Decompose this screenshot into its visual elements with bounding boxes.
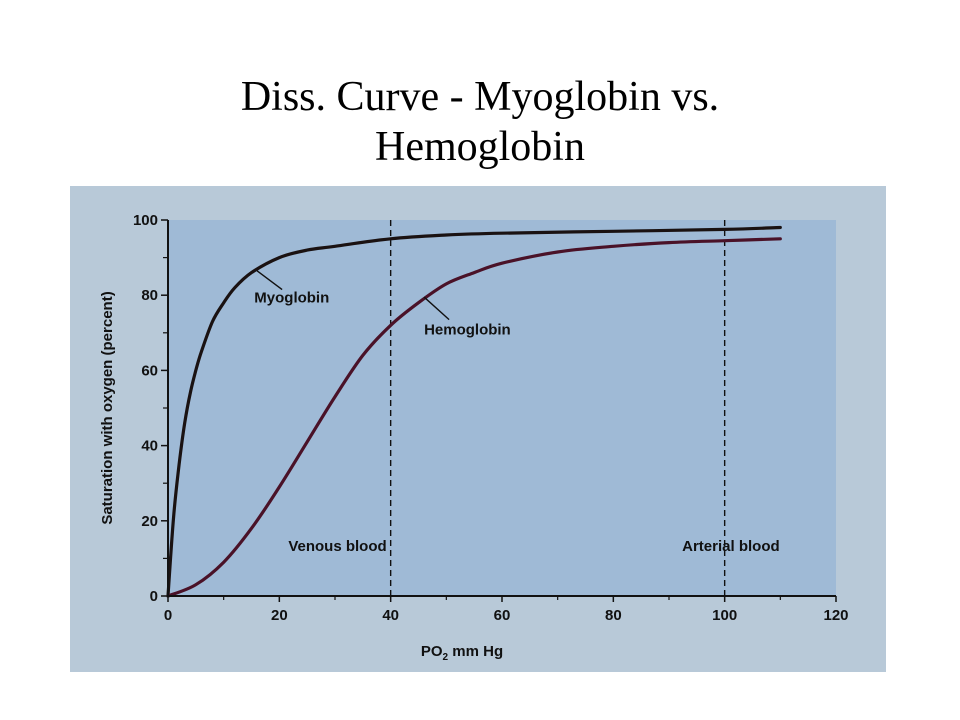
reference-label-1: Arterial blood [682,538,780,555]
x-tick-label: 40 [382,607,399,624]
y-tick-label: 100 [133,212,158,229]
x-tick-label: 0 [164,607,172,624]
y-tick-label: 80 [141,287,158,304]
x-axis-title: PO2 mm Hg [421,643,503,663]
x-tick-label: 60 [494,607,511,624]
y-tick-label: 0 [150,588,158,605]
slide-title-line-2: Hemoglobin [375,124,585,170]
annotation-leader-1 [423,296,450,321]
reference-label-0: Venous blood [288,538,386,555]
x-tick-label: 120 [823,607,848,624]
slide-title: Diss. Curve - Myoglobin vs. Hemoglobin [0,72,960,172]
annotation-label-myoglobin: Myoglobin [254,290,329,307]
x-tick-label: 80 [605,607,622,624]
annotation-label-hemoglobin: Hemoglobin [424,322,511,339]
annotation-leader-0 [256,270,283,291]
series-line-hemoglobin [166,237,782,598]
figure-panel: 0 20 40 60 80 100 120 0 20 40 60 80 100 PO2 mm Hg Sat… [70,186,886,672]
slide-title-line-1: Diss. Curve - Myoglobin vs. [240,74,720,120]
dissociation-chart: 0 20 40 60 80 100 120 0 20 40 60 80 100 PO2 mm Hg Sat… [99,212,849,663]
y-axis-title: Saturation with oxygen (percent) [99,291,116,524]
x-tick-label: 20 [271,607,288,624]
series-line-myoglobin [166,225,782,598]
x-tick-label: 100 [712,607,737,624]
y-tick-label: 20 [141,513,158,530]
y-tick-label: 40 [141,438,158,455]
y-tick-label: 60 [141,362,158,379]
